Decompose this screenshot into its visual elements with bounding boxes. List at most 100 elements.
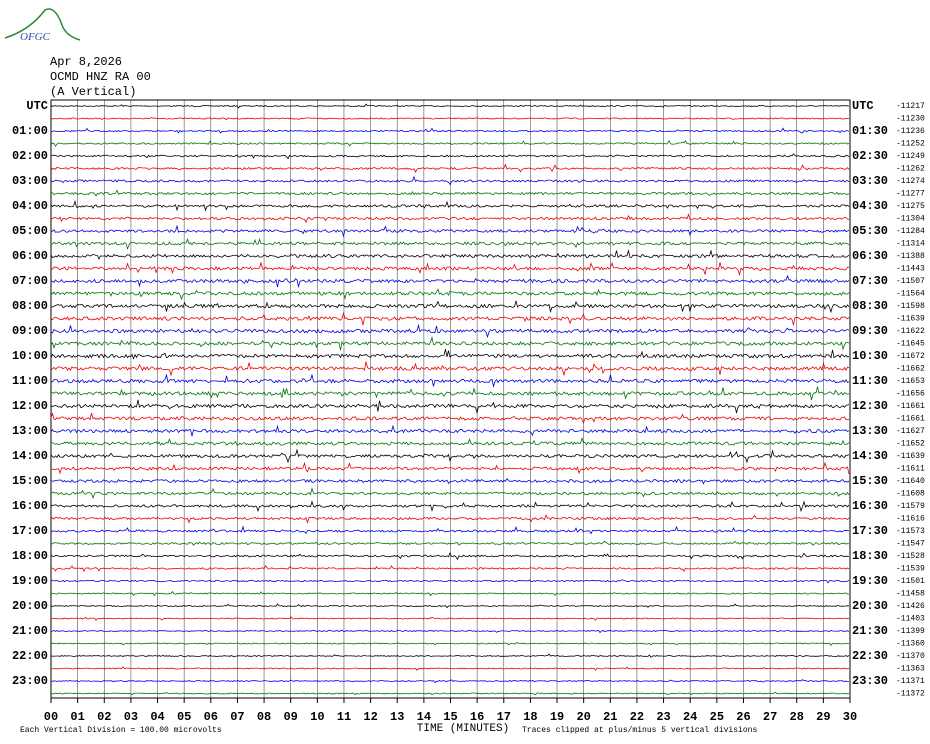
traces [51, 104, 849, 695]
trace-offset: -11547 [896, 540, 925, 549]
trace-offset: -11458 [896, 590, 925, 599]
trace-offset: -11230 [896, 115, 925, 124]
left-time-label: 18:00 [12, 549, 48, 563]
axis-title: TIME (MINUTES) [417, 723, 509, 735]
x-tick-label: 28 [790, 710, 804, 724]
grid [51, 100, 850, 703]
left-time-label: UTC [26, 99, 48, 113]
trace [51, 387, 849, 400]
x-tick-label: 21 [603, 710, 617, 724]
x-tick-label: 24 [683, 710, 697, 724]
right-time-label: 08:30 [852, 299, 888, 313]
trace [51, 177, 849, 185]
trace-offset: -11528 [896, 552, 925, 561]
left-time-label: 04:00 [12, 199, 48, 213]
left-time-label: 03:00 [12, 174, 48, 188]
x-tick-label: 11 [337, 710, 351, 724]
trace-offset: -11598 [896, 302, 925, 311]
trace [51, 239, 849, 249]
trace-offset: -11275 [896, 202, 925, 211]
trace [51, 667, 849, 671]
trace-offset: -11652 [896, 440, 925, 449]
trace-offset: -11507 [896, 277, 925, 286]
component: (A Vertical) [50, 85, 136, 99]
trace-offset: -11399 [896, 627, 925, 636]
left-time-label: 21:00 [12, 624, 48, 638]
trace [51, 325, 849, 337]
left-time-label: 17:00 [12, 524, 48, 538]
right-time-label: 11:30 [852, 374, 888, 388]
x-tick-label: 06 [204, 710, 218, 724]
trace-offset: -11539 [896, 565, 925, 574]
trace [51, 566, 849, 571]
trace-offset: -11662 [896, 365, 925, 374]
trace-offset: -11627 [896, 427, 925, 436]
trace [51, 165, 849, 173]
trace [51, 643, 849, 646]
trace-offset: -11622 [896, 327, 925, 336]
trace-offset: -11388 [896, 252, 925, 261]
x-tick-label: 23 [656, 710, 670, 724]
trace [51, 118, 849, 120]
trace-offset: -11252 [896, 140, 925, 149]
x-tick-label: 27 [763, 710, 777, 724]
trace [51, 553, 849, 559]
trace-offset: -11360 [896, 640, 925, 649]
x-tick-label: 10 [310, 710, 324, 724]
trace-offset: -11277 [896, 190, 925, 199]
right-time-label: 15:30 [852, 474, 888, 488]
trace [51, 301, 849, 312]
trace-offset: -11426 [896, 602, 925, 611]
trace [51, 104, 849, 108]
right-time-label: 20:30 [852, 599, 888, 613]
left-time-label: 01:00 [12, 124, 48, 138]
left-time-label: 02:00 [12, 149, 48, 163]
left-time-label: 23:00 [12, 674, 48, 688]
x-tick-label: 05 [177, 710, 191, 724]
left-time-label: 12:00 [12, 399, 48, 413]
trace-offset: -11640 [896, 477, 925, 486]
trace [51, 190, 849, 195]
clip-note: Traces clipped at plus/minus 5 vertical … [522, 726, 757, 735]
left-time-label: 20:00 [12, 599, 48, 613]
x-tick-label: 08 [257, 710, 271, 724]
x-tick-label: 00 [44, 710, 58, 724]
x-tick-label: 13 [390, 710, 404, 724]
trace [51, 226, 849, 236]
trace [51, 289, 849, 299]
x-tick-label: 30 [843, 710, 857, 724]
trace [51, 580, 849, 583]
trace [51, 527, 849, 534]
right-time-label: 04:30 [852, 199, 888, 213]
left-time-label: 22:00 [12, 649, 48, 663]
right-time-label: 23:30 [852, 674, 888, 688]
left-time-label: 15:00 [12, 474, 48, 488]
trace-offset: -11645 [896, 340, 925, 349]
trace-offset: -11370 [896, 652, 925, 661]
trace [51, 654, 849, 657]
right-time-label: 01:30 [852, 124, 888, 138]
right-time-label: 17:30 [852, 524, 888, 538]
trace-offset: -11573 [896, 527, 925, 536]
trace [51, 215, 849, 223]
trace-offset: -11661 [896, 402, 925, 411]
right-time-label: 09:30 [852, 324, 888, 338]
trace [51, 438, 849, 445]
logo-text: OFGC [20, 31, 51, 43]
left-time-label: 10:00 [12, 349, 48, 363]
right-time-label: 10:30 [852, 349, 888, 363]
trace [51, 489, 849, 498]
trace-offset: -11672 [896, 352, 925, 361]
right-time-label: 05:30 [852, 224, 888, 238]
trace-offset: -11262 [896, 165, 925, 174]
trace [51, 592, 849, 596]
right-time-label: 06:30 [852, 249, 888, 263]
trace [51, 617, 849, 621]
trace-offset: -11653 [896, 377, 925, 386]
left-time-label: 05:00 [12, 224, 48, 238]
trace [51, 201, 849, 210]
trace [51, 251, 849, 259]
trace [51, 604, 849, 608]
trace-offset: -11579 [896, 502, 925, 511]
left-time-label: 11:00 [12, 374, 48, 388]
